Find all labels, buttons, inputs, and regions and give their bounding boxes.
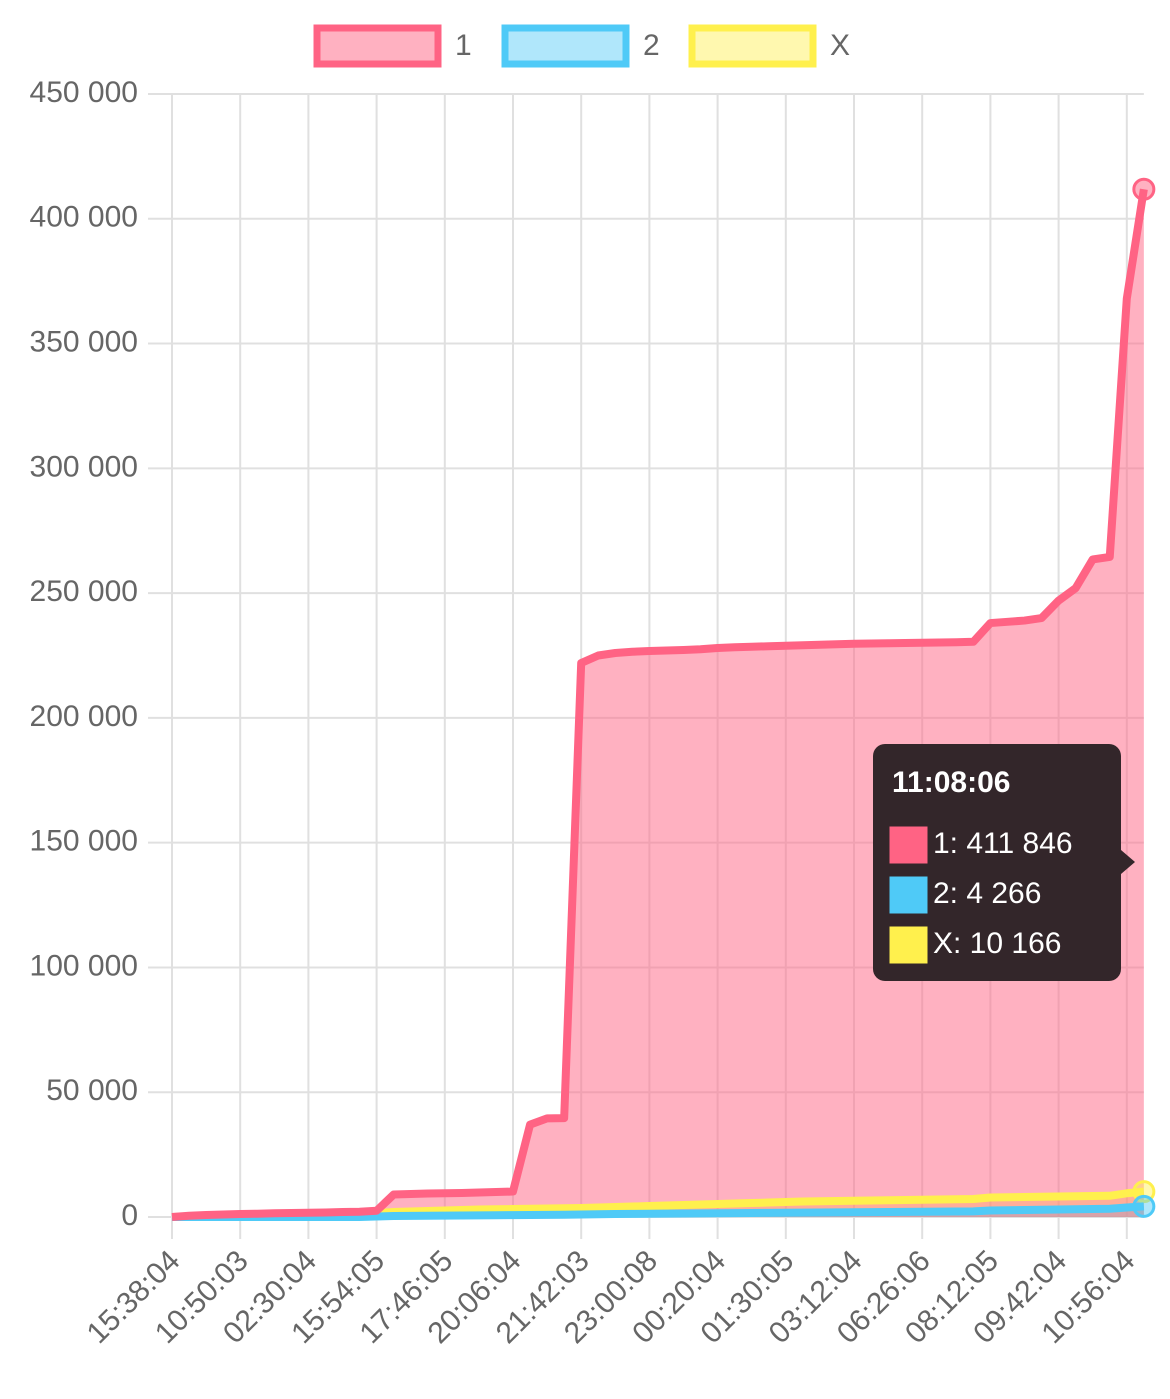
tooltip-item: 2: 4 266 <box>933 877 1041 910</box>
tooltip-item: 1: 411 846 <box>933 827 1073 860</box>
legend-swatch <box>688 24 817 68</box>
y-tick-label: 300 000 <box>30 450 138 483</box>
data-point <box>1132 1194 1156 1218</box>
legend-swatch <box>501 24 630 68</box>
y-tick-label: 250 000 <box>30 575 138 608</box>
tooltip-swatch <box>889 876 928 914</box>
data-line <box>171 188 1148 1221</box>
tooltip-caret <box>1121 850 1135 874</box>
legend-swatch <box>313 24 442 68</box>
tooltip-title: 11:08:06 <box>892 766 1010 799</box>
legend-label: 1 <box>455 29 472 62</box>
y-tick-label: 350 000 <box>30 325 138 358</box>
tooltip: 11:08:06 1: 411 846 2: 4 266 X: 10 166 <box>873 744 1135 981</box>
data-point <box>1132 177 1156 201</box>
tooltip-swatch <box>889 826 928 864</box>
tooltip-box <box>873 744 1121 981</box>
y-tick-label: 450 000 <box>30 76 138 109</box>
tooltip-swatch <box>889 926 928 964</box>
y-tick-label: 100 000 <box>30 949 138 982</box>
y-tick-label: 50 000 <box>46 1074 138 1107</box>
y-tick-label: 0 <box>121 1199 138 1232</box>
legend-label: X <box>830 29 850 62</box>
y-tick-label: 150 000 <box>30 825 138 858</box>
legend-label: 2 <box>643 29 660 62</box>
y-tick-label: 200 000 <box>30 700 138 733</box>
tooltip-item: X: 10 166 <box>933 927 1061 960</box>
y-tick-label: 400 000 <box>30 201 138 234</box>
data-line <box>172 1202 1145 1221</box>
